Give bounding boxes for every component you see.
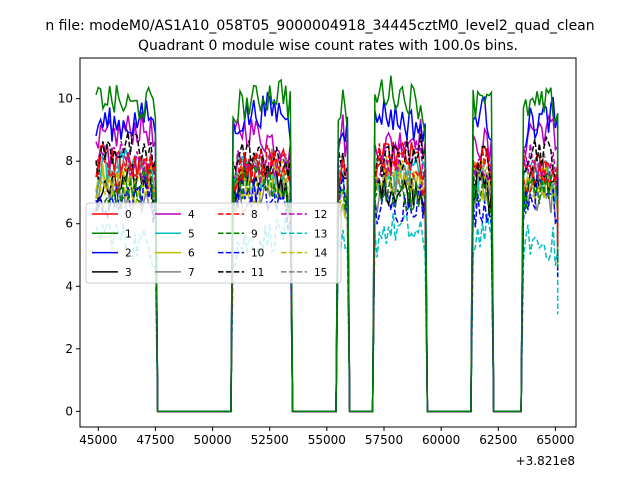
x-tick-label: 47500 [136,433,174,447]
x-tick-label: 57500 [365,433,403,447]
series-line-1 [95,75,559,413]
legend-label: 7 [188,267,195,279]
legend-label: 12 [314,209,327,221]
legend-label: 1 [125,228,132,240]
y-tick-label: 4 [65,279,73,293]
series-line-3 [95,159,559,413]
x-tick-label: 60000 [422,433,460,447]
legend-label: 5 [188,228,195,240]
y-tick-label: 0 [65,404,73,418]
x-tick-label: 62500 [479,433,517,447]
y-tick-label: 10 [58,92,73,106]
y-tick-label: 2 [65,342,73,356]
y-tick-label: 6 [65,217,73,231]
legend-label: 8 [251,209,258,221]
chart-title: Quadrant 0 module wise count rates with … [138,38,518,54]
x-tick-label: 45000 [79,433,117,447]
x-tick-label: 55000 [308,433,346,447]
y-tick-label: 8 [65,154,73,168]
x-tick-label: 52500 [251,433,289,447]
x-axis: 45000 47500 50000 52500 55000 57500 60000 62500… [79,427,575,447]
legend-label: 0 [125,209,132,221]
x-offset-label: +3.821e8 [516,454,575,468]
legend-label: 4 [188,209,195,221]
legend-label: 6 [188,248,195,260]
series-lines [95,75,559,413]
legend-label: 11 [251,267,264,279]
legend-label: 3 [125,267,132,279]
legend-label: 2 [125,248,132,260]
figure-suptitle: n file: modeM0/AS1A10_058T05_9000004918_… [45,18,594,34]
legend-label: 14 [314,248,328,260]
legend-box [85,202,342,284]
x-tick-label: 50000 [193,433,231,447]
legend-label: 10 [251,248,264,260]
legend-label: 9 [251,228,258,240]
legend-label: 13 [314,228,327,240]
series-line-9 [95,162,559,413]
series-line-13 [95,212,559,413]
legend-label: 15 [314,267,327,279]
x-tick-label: 65000 [536,433,574,447]
y-axis: 0 2 4 6 8 10 [58,92,80,418]
plot-frame [79,57,577,428]
